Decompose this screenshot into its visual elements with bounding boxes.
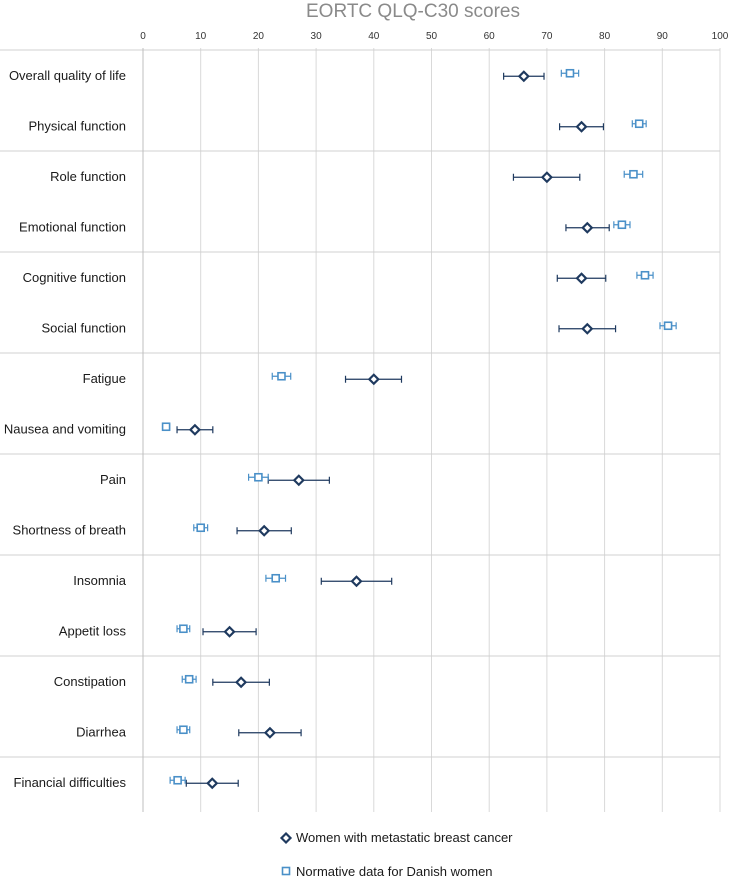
legend-diamond-marker [279, 831, 293, 845]
category-label: Overall quality of life [9, 68, 126, 83]
legend: Women with metastatic breast cancer Norm… [279, 830, 513, 878]
chart-title: EORTC QLQ-C30 scores [306, 1, 520, 22]
data-point-normative [196, 523, 205, 533]
data-point-metastatic [540, 171, 553, 184]
legend-item-metastatic: Women with metastatic breast cancer [279, 830, 513, 845]
data-point-normative [179, 624, 188, 634]
data-point-metastatic [575, 120, 588, 133]
data-point-metastatic [263, 726, 276, 739]
x-tick-label: 30 [311, 31, 323, 42]
category-label: Diarrhea [76, 724, 127, 739]
legend-label-metastatic: Women with metastatic breast cancer [296, 830, 513, 845]
legend-label-normative: Normative data for Danish women [296, 864, 493, 878]
data-point-normative [271, 573, 281, 583]
category-label: Social function [41, 320, 126, 335]
category-label: Appetit loss [59, 623, 127, 638]
data-point-normative [640, 270, 650, 280]
category-label: Fatigue [83, 371, 126, 386]
x-axis-ticks: 0 10 20 30 40 50 60 70 80 90 100 [140, 31, 729, 42]
x-tick-label: 60 [484, 31, 496, 42]
data-point-metastatic [350, 575, 363, 588]
category-label: Shortness of breath [13, 522, 126, 537]
data-point-metastatic [188, 423, 201, 436]
data-point-metastatic [258, 524, 271, 537]
grid [0, 48, 721, 812]
data-point-metastatic [206, 777, 219, 790]
legend-diamond [279, 831, 293, 845]
data-points [161, 68, 673, 790]
data-point-metastatic [367, 373, 380, 386]
data-point-normative [179, 725, 188, 735]
x-tick-label: 90 [657, 31, 669, 42]
data-point-normative [634, 119, 644, 129]
category-label: Pain [100, 472, 126, 487]
x-tick-label: 50 [426, 31, 438, 42]
category-label: Role function [50, 169, 126, 184]
data-point-normative [617, 220, 627, 230]
category-label: Physical function [28, 118, 126, 133]
data-point-normative [565, 68, 575, 78]
data-point-metastatic [292, 474, 305, 487]
data-point-normative [184, 674, 194, 684]
legend-square-marker [281, 866, 291, 876]
legend-item-normative: Normative data for Danish women [281, 864, 493, 878]
x-tick-label: 70 [541, 31, 553, 42]
category-label: Insomnia [73, 573, 127, 588]
category-label: Emotional function [19, 219, 126, 234]
data-point-metastatic [517, 70, 530, 83]
x-tick-label: 80 [599, 31, 611, 42]
data-point-normative [173, 775, 182, 785]
category-label: Cognitive function [23, 270, 126, 285]
x-tick-label: 10 [195, 31, 207, 42]
x-tick-label: 20 [253, 31, 265, 42]
data-point-metastatic [235, 676, 248, 689]
data-point-metastatic [581, 221, 594, 234]
legend-square [281, 866, 291, 876]
x-tick-label: 40 [368, 31, 380, 42]
x-tick-label: 100 [712, 31, 729, 42]
data-point-metastatic [223, 625, 236, 638]
data-point-normative [629, 169, 638, 179]
data-point-normative [277, 371, 286, 381]
category-labels: Overall quality of life Physical function… [4, 68, 127, 790]
category-label: Financial difficulties [14, 775, 127, 790]
data-point-normative [161, 422, 171, 432]
category-label: Constipation [54, 674, 126, 689]
data-point-normative [254, 472, 263, 482]
category-label: Nausea and vomiting [4, 421, 126, 436]
x-tick-label: 0 [140, 31, 146, 42]
data-point-normative [663, 321, 673, 331]
data-point-metastatic [581, 322, 594, 335]
data-point-metastatic [575, 272, 588, 285]
